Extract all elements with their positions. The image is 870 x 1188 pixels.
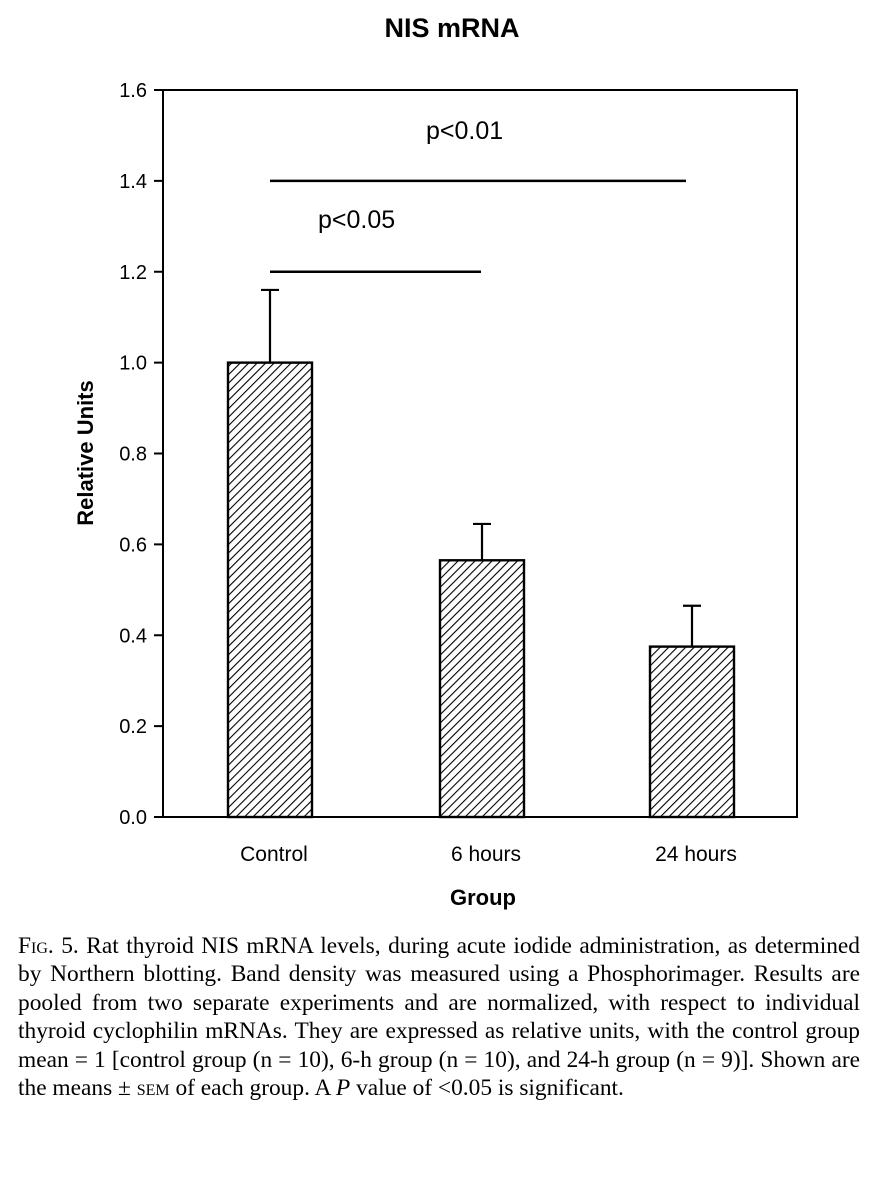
y-tick-label: 0.8 — [119, 444, 147, 466]
y-tick-label: 1.2 — [119, 262, 147, 284]
x-axis: Control 6 hours 24 hours — [240, 843, 737, 866]
significance-label: p<0.01 — [426, 117, 503, 145]
significance-label: p<0.05 — [318, 206, 395, 234]
x-axis-label: Group — [450, 885, 516, 910]
caption-fig-number: 5. — [61, 933, 79, 959]
y-tick-label: 0.0 — [119, 807, 147, 829]
x-tick-label: 24 hours — [655, 843, 737, 866]
y-tick-label: 0.2 — [119, 716, 147, 738]
chart-title: NIS mRNA — [384, 13, 519, 43]
y-tick-label: 0.4 — [119, 625, 147, 647]
x-tick-label: Control — [240, 843, 308, 866]
caption-body-3: value of <0.05 is significant. — [350, 1075, 624, 1102]
bar — [226, 361, 314, 819]
bar — [648, 645, 736, 819]
caption-body-1: Rat thyroid NIS mRNA levels, during acut… — [18, 933, 860, 1102]
bar-series — [226, 288, 736, 819]
bar-chart: NIS mRNA 0.0 0.2 0.4 0.6 0.8 1.0 1.2 1.4 1.6 p<0… — [73, 13, 798, 910]
caption-sem: sem — [136, 1075, 170, 1102]
bar — [438, 559, 526, 819]
figure-caption: Fig. 5. Rat thyroid NIS mRNA levels, dur… — [18, 932, 860, 1102]
y-tick-label: 1.4 — [119, 171, 147, 193]
caption-fig-label: Fig. — [18, 933, 54, 959]
x-tick-label: 6 hours — [451, 843, 521, 866]
y-tick-label: 0.6 — [119, 534, 147, 556]
y-axis-label: Relative Units — [73, 380, 98, 526]
significance-annotations: p<0.05 p<0.01 — [270, 117, 686, 274]
caption-body-2: of each group. A — [169, 1075, 336, 1102]
y-axis: 0.0 0.2 0.4 0.6 0.8 1.0 1.2 1.4 1.6 — [119, 80, 163, 829]
y-tick-label: 1.0 — [119, 353, 147, 375]
caption-p-italic: P — [335, 1075, 351, 1102]
y-tick-label: 1.6 — [119, 80, 147, 102]
